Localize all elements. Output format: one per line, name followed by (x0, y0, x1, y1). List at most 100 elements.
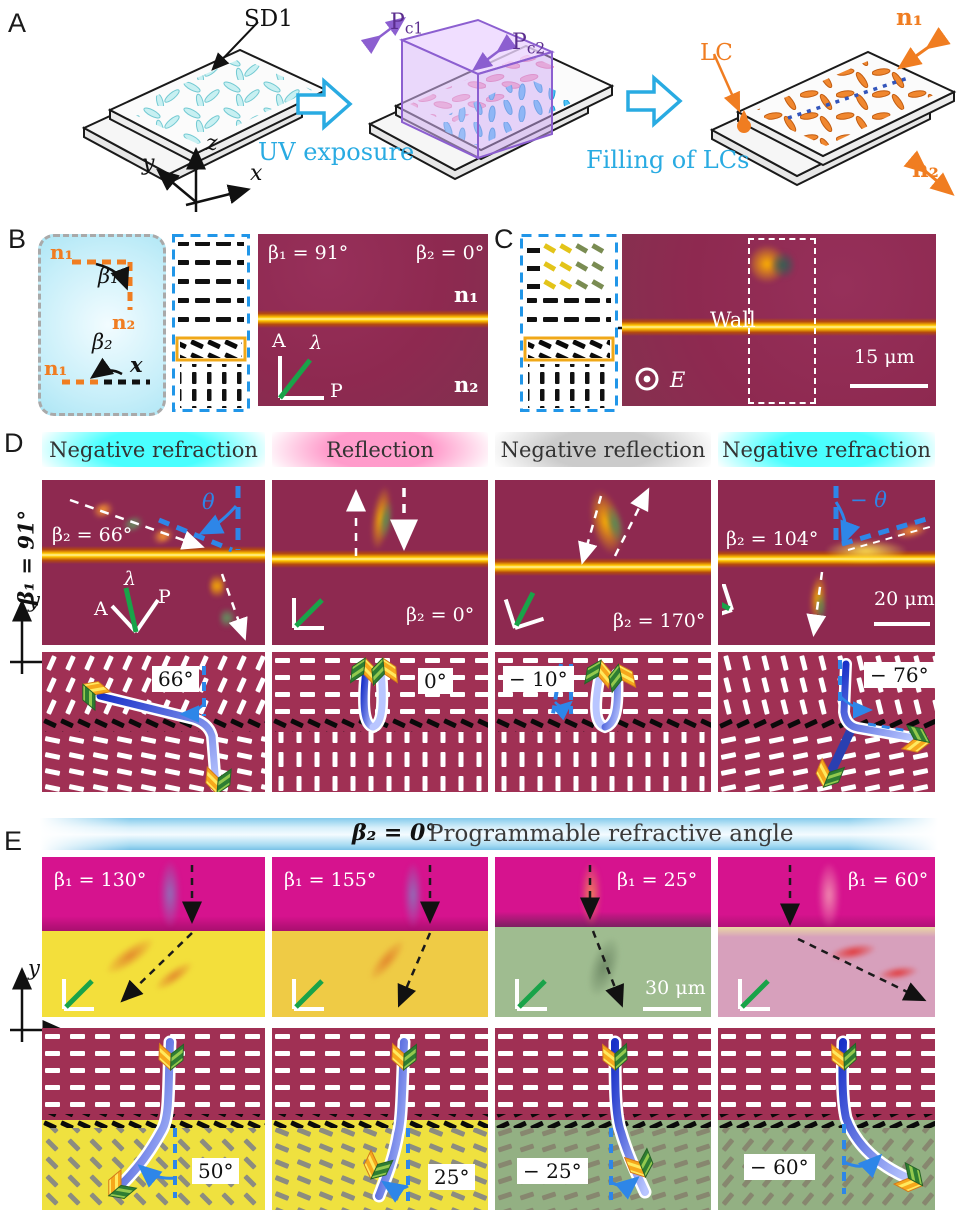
d-header-1: Negative refraction (42, 432, 265, 467)
d4-defect (816, 592, 826, 622)
c-director-field-box (520, 234, 618, 412)
b-n2-region-label: n₂ (454, 372, 479, 397)
d1-analyzer-label: A (94, 598, 108, 620)
d-sch2-drawing (272, 652, 488, 792)
e-y-axis-label: y (28, 956, 40, 980)
e-image-4: β₁ = 60° (718, 857, 935, 1017)
b-director-field-box (172, 234, 250, 412)
e4-polarizer-axes-icon (732, 969, 778, 1015)
b-n2-label: n₂ (112, 310, 136, 334)
e1-polarizer-axes-icon (56, 969, 102, 1015)
d-header-2: Reflection (272, 432, 488, 467)
e-schematic-1: 50° (42, 1028, 265, 1210)
e-field-label: E (670, 368, 686, 392)
panel-a-illustration: z x y (81, 17, 957, 212)
e-sch2-drawing (272, 1028, 488, 1210)
d1-beta2-value: β₂ = 66° (52, 524, 133, 546)
d1-polarizer-axes-icon (110, 587, 160, 634)
e1-top-region (42, 857, 265, 931)
d-image-3: β₂ = 170° (495, 480, 711, 645)
d2-beta2-value: β₂ = 0° (406, 604, 475, 626)
d4-polarizer-axes-icon (722, 584, 782, 638)
d-header-3: Negative reflection (495, 432, 711, 467)
axes-xyz (156, 147, 251, 212)
d3-annotations (578, 487, 650, 565)
filling-lcs-label: Filling of LCs (586, 146, 750, 174)
panel-c-label: C (494, 224, 514, 254)
c-scale-bar (850, 384, 928, 388)
e1-annotations (120, 865, 202, 1003)
d1-annotations (69, 486, 248, 641)
e4-boundary-band (718, 927, 935, 937)
axis-x-label: x (250, 161, 263, 186)
c-mixed-rows (527, 243, 605, 290)
d-image-2: β₂ = 0° (272, 480, 488, 645)
e-sch2-angle: 25° (428, 1164, 476, 1190)
c-microscopy-image: Wall E 15 μm (622, 234, 936, 406)
n1-label-a: n₁ (896, 4, 923, 31)
d2-annotations (346, 488, 418, 556)
e-field-out-of-plane-icon (635, 367, 659, 391)
panel-b-label: B (8, 224, 27, 254)
e-scale-bar (643, 1007, 701, 1011)
e-banner (40, 818, 938, 850)
cell-empty (81, 21, 329, 185)
d-sch3-drawing (495, 652, 711, 792)
d-schematic-1: 66° (42, 652, 265, 796)
panel-e-label: E (4, 826, 23, 856)
b-n1-bottom-label: n₁ (44, 356, 68, 380)
pc1-label: Pc1 (390, 10, 424, 38)
d3-wall-stripe (495, 558, 711, 576)
e1-streak (160, 861, 180, 927)
e4-streak (818, 863, 840, 927)
b-beta2-label: β₂ (92, 330, 113, 354)
e-sch4-angle: − 60° (744, 1154, 815, 1180)
d-sch3-angle: − 10° (503, 666, 574, 692)
lc-label: LC (700, 40, 733, 66)
d-sch2-angle: 0° (418, 668, 453, 694)
d1-theta-label: θ (202, 490, 215, 514)
d1-wall-stripe (42, 546, 265, 564)
e3-top-region (495, 857, 711, 927)
b-polarizer-axes-icon (278, 356, 324, 400)
d1-lambda-label: λ (124, 568, 137, 590)
e-sch1-angle: 50° (192, 1158, 240, 1184)
e-image-1: β₁ = 130° (42, 857, 265, 1017)
c-roi-box (748, 238, 816, 404)
pc2-label: Pc2 (512, 30, 546, 58)
b-n1-region-label: n₁ (454, 282, 479, 307)
d-sch1-angle: 66° (152, 666, 200, 692)
d4-beta2-value: β₂ = 104° (726, 528, 819, 550)
d2-polarizer-axes-icon (286, 590, 332, 634)
b-analyzer-label: A (272, 330, 286, 352)
b-lambda-label: λ (310, 332, 323, 354)
e2-annotations (397, 865, 440, 1008)
c-defect-core (772, 250, 794, 280)
filling-block-arrow-icon (626, 74, 683, 128)
d-schematic-2: 0° (272, 652, 488, 792)
e-schematic-3: − 25° (495, 1028, 711, 1210)
b-x-label: x (130, 352, 143, 377)
b-beta1-value: β₁ = 91° (268, 242, 349, 264)
d2-wall-stripe (272, 550, 488, 568)
b-wall-stripe (258, 310, 488, 328)
cell-filled (709, 26, 957, 196)
d-scale-bar (874, 622, 930, 626)
axis-y-label: y (141, 151, 155, 176)
b-polarizer-label: P (330, 380, 343, 402)
e2-polarizer-axes-icon (286, 969, 332, 1015)
e3-beta1-value: β₁ = 25° (617, 869, 698, 891)
d1-polarizer-label: P (158, 586, 171, 608)
e2-streak (404, 863, 422, 927)
b-beta2-value: β₂ = 0° (416, 242, 485, 264)
d-image-1: β₂ = 66° θ A λ P (42, 480, 265, 645)
uv-block-arrow-icon (296, 77, 353, 131)
b-n1-top-label: n₁ (50, 240, 74, 264)
e2-top-region (272, 857, 488, 931)
e-schematic-4: − 60° (718, 1028, 935, 1210)
beta-definition-drawing (62, 259, 150, 385)
e-sch3-angle: − 25° (517, 1158, 588, 1184)
n2-label-a: n₂ (912, 156, 939, 183)
e-schematic-2: 25° (272, 1028, 488, 1210)
